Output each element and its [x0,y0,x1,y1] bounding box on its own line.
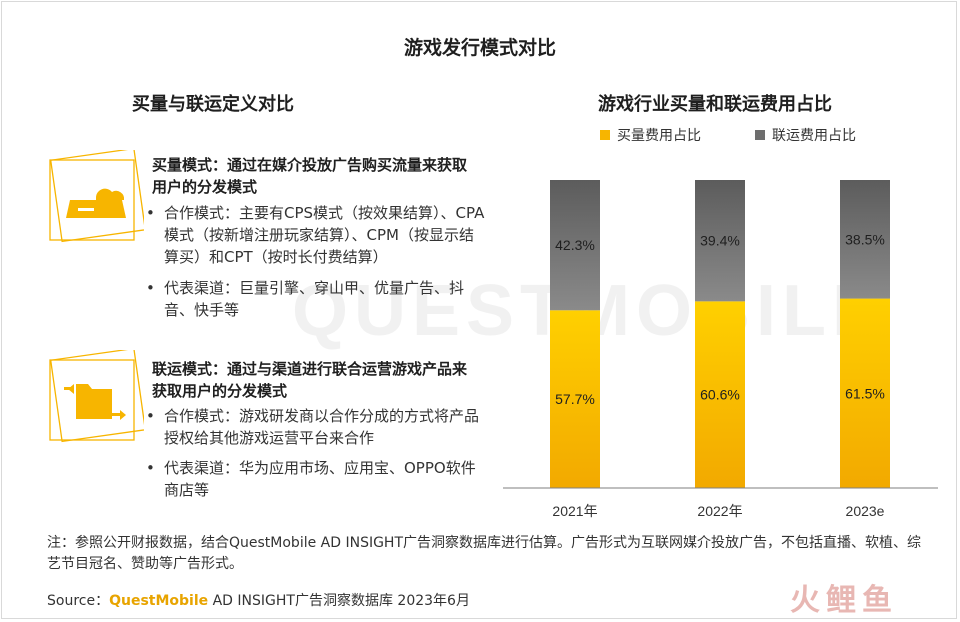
x-tick-label-0: 2021年 [552,503,597,519]
source-prefix: Source： [47,593,110,609]
joint-bullet-cooperation-text: 合作模式：游戏研发商以合作分成的方式将产品授权给其他游戏运营平台来合作 [164,407,480,447]
legend-swatch-joint [755,130,765,140]
buy-bullet-channels-text: 代表渠道：巨量引擎、穿山甲、优量广告、抖音、快手等 [164,279,465,319]
folder-exchange-icon [64,384,126,420]
legend-item-joint: 联运费用占比 [755,125,856,145]
bar-joint-1 [695,180,745,302]
data-label-buy-1: 60.6% [700,387,740,403]
cloud-server-icon [66,188,126,218]
huoliyu-logo: 火鲤鱼 [790,583,898,618]
bar-buy-2 [840,298,890,488]
x-tick-label-2: 2023e [846,503,885,519]
joint-bullet-cooperation: • 合作模式：游戏研发商以合作分成的方式将产品授权给其他游戏运营平台来合作 [146,405,486,449]
bar-joint-2 [840,180,890,299]
source-rest: AD INSIGHT广告洞察数据库 2023年6月 [208,593,470,609]
data-label-joint-1: 39.4% [700,233,740,249]
data-label-joint-0: 42.3% [555,237,595,253]
joint-mode-icon-box [44,347,147,454]
joint-bullet-channels: • 代表渠道：华为应用市场、应用宝、OPPO软件商店等 [146,457,486,501]
legend-swatch-buy [600,130,610,140]
buy-bullet-cooperation: • 合作模式：主要有CPS模式（按效果结算）、CPA模式（按新增注册玩家结算）、C… [146,204,485,266]
chart-title: 游戏行业买量和联运费用占比 [598,94,832,115]
buy-bullet-channels: • 代表渠道：巨量引擎、穿山甲、优量广告、抖音、快手等 [146,277,486,321]
data-label-buy-0: 57.7% [555,391,595,407]
buy-bullet-cooperation-text: 合作模式：主要有CPS模式（按效果结算）、CPA模式（按新增注册玩家结算）、CP… [164,204,485,266]
legend-item-buy: 买量费用占比 [600,125,701,145]
bar-buy-1 [695,301,745,488]
bar-joint-0 [550,180,600,311]
legend-label-joint: 联运费用占比 [772,128,856,144]
legend-label-buy: 买量费用占比 [617,128,701,144]
left-section-title: 买量与联运定义对比 [132,94,294,115]
x-tick-label-1: 2022年 [697,503,742,519]
buy-mode-icon-box [44,147,147,254]
joint-bullet-channels-text: 代表渠道：华为应用市场、应用宝、OPPO软件商店等 [164,459,476,499]
data-label-buy-2: 61.5% [845,385,885,401]
bar-buy-0 [550,310,600,488]
page-title: 游戏发行模式对比 [403,37,556,59]
source-brand: QuestMobile [109,593,209,609]
buy-mode-title: 买量模式：通过在媒介投放广告购买流量来获取用户的分发模式 [152,156,468,196]
footnote: 注：参照公开财报数据，结合QuestMobile AD INSIGHT广告洞察数… [47,535,922,572]
joint-mode-title: 联运模式：通过与渠道进行联合运营游戏产品来获取用户的分发模式 [152,360,468,400]
source-line: Source：QuestMobile AD INSIGHT广告洞察数据库 202… [47,590,470,610]
data-label-joint-2: 38.5% [845,231,885,247]
